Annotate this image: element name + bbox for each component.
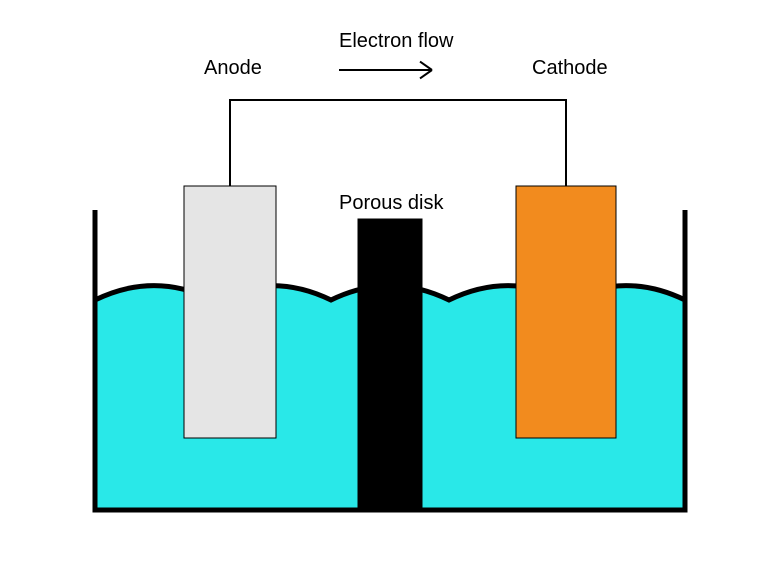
electrochemical-cell-diagram <box>0 0 780 585</box>
anode-electrode <box>184 186 276 438</box>
porous_disk-electrode <box>358 219 422 510</box>
cathode-electrode <box>516 186 616 438</box>
anode-label: Anode <box>204 57 262 80</box>
connecting-wire <box>230 100 566 186</box>
electron-flow-label: Electron flow <box>339 30 454 53</box>
porous-disk-label: Porous disk <box>339 192 444 215</box>
cathode-label: Cathode <box>532 57 608 80</box>
